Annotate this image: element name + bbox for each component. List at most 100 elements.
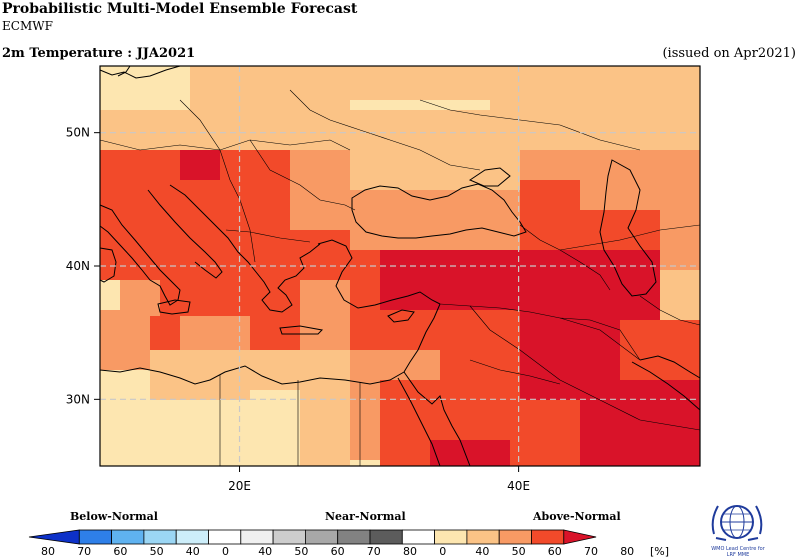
probability-cell <box>100 110 520 150</box>
logo-caption: WMO Lead Centre for LRF MME <box>711 546 765 558</box>
probability-cell <box>100 400 250 466</box>
probability-cell <box>100 240 350 280</box>
legend-tick-label: 40 <box>185 545 200 558</box>
coastline-cyprus <box>387 309 415 323</box>
probability-cell <box>380 250 520 310</box>
coastline-italy <box>99 204 181 306</box>
lon-tick-label: 20E <box>228 479 251 493</box>
legend-tick-label: 0 <box>439 545 447 558</box>
legend-tick-label: 80 <box>403 545 417 558</box>
lat-tick-label: 40N <box>66 259 90 273</box>
legend-near-normal-label: Near-Normal <box>325 510 406 523</box>
probability-cell <box>520 400 580 466</box>
lon-tick-label: 40E <box>507 479 530 493</box>
legend-unit-label: [%] <box>650 545 670 558</box>
coastline-azov-sea <box>468 167 511 187</box>
probability-cell <box>300 280 350 350</box>
probability-cell <box>520 250 660 320</box>
legend-swatch-below <box>28 529 80 545</box>
probability-cell <box>350 66 490 100</box>
coastline-sardinia <box>99 247 117 283</box>
legend-swatch-gap <box>401 529 435 545</box>
graticule <box>100 66 700 466</box>
probability-cell <box>190 66 350 116</box>
legend-swatch-gap <box>208 529 242 545</box>
coastline-italy-east <box>147 189 223 279</box>
wmo-emblem-icon <box>711 505 763 541</box>
probability-cell <box>380 350 440 380</box>
coastline-north-africa <box>99 365 405 385</box>
lat-tick-label: 30N <box>66 392 90 406</box>
legend-tick-label: 70 <box>366 545 381 558</box>
legend-swatch-near <box>304 529 339 545</box>
coastline-crete <box>279 325 324 335</box>
legend-tick-label: 70 <box>77 545 92 558</box>
issue-date: (issued on Apr2021) <box>662 46 796 61</box>
probability-cell <box>440 320 520 360</box>
probability-cell <box>250 390 300 466</box>
legend-swatch-below <box>111 529 145 545</box>
model-name: ECMWF <box>2 19 53 33</box>
legend-swatch-above <box>563 529 597 545</box>
coastline-turkey <box>317 239 441 309</box>
legend-tick-label: 60 <box>547 545 562 558</box>
legend-swatch-above <box>531 529 565 545</box>
legend-swatch-below <box>78 529 113 545</box>
legend-tick-label: 0 <box>222 545 229 558</box>
coastline-levant <box>403 303 441 373</box>
color-legend-bar <box>28 529 597 545</box>
coastlines <box>99 65 701 467</box>
probability-cell <box>350 150 520 190</box>
probability-cell <box>350 350 380 460</box>
probability-cell <box>430 440 510 466</box>
probability-cell <box>150 316 180 350</box>
probability-cell <box>180 150 220 180</box>
legend-tick-label: 50 <box>511 545 526 558</box>
probability-cell <box>640 380 700 466</box>
legend-swatch-near <box>272 529 306 545</box>
legend-tick-label: 80 <box>620 545 635 558</box>
probability-cell <box>350 190 520 250</box>
legend-tick-label: 80 <box>41 545 55 558</box>
legend-tick-label: 40 <box>475 545 490 558</box>
legend-tick-label: 60 <box>330 545 345 558</box>
legend-swatch-below <box>143 529 177 545</box>
legend-swatch-near <box>337 529 371 545</box>
probability-cell <box>100 370 150 400</box>
probability-cell <box>660 210 700 270</box>
probability-cell <box>580 380 640 466</box>
forecast-map: 20E 40E 30N 40N 50N <box>66 65 701 493</box>
probability-cell <box>150 350 250 400</box>
probability-cell <box>660 270 700 320</box>
probability-cell <box>520 150 580 180</box>
coastline-baltic <box>99 65 181 79</box>
coastline-sicily <box>157 299 191 315</box>
probability-cell <box>520 100 700 150</box>
coastline-red-sea <box>397 371 471 467</box>
probability-cell <box>120 280 160 310</box>
legend-swatch-above <box>498 529 532 545</box>
probability-cell <box>290 150 350 230</box>
legend-tick-label: 70 <box>584 545 598 558</box>
legend-tick-label: 50 <box>149 545 164 558</box>
legend-swatch-above <box>434 529 468 545</box>
probability-cell <box>220 180 280 230</box>
coastline-black-sea <box>351 183 527 239</box>
coastline-persian-gulf <box>631 355 701 411</box>
legend-tick-label: 50 <box>294 545 309 558</box>
probability-cell <box>580 150 700 210</box>
legend-swatch-near <box>240 529 274 545</box>
legend-swatch-near <box>369 529 403 545</box>
page-title: Probabilistic Multi-Model Ensemble Forec… <box>2 1 358 17</box>
probability-cell <box>250 350 300 390</box>
coastline-balkans <box>169 184 321 313</box>
probability-cell <box>350 320 440 350</box>
legend-tick-label: 40 <box>258 545 273 558</box>
coastline-caspian-sea <box>599 159 657 297</box>
legend-above-normal-label: Above-Normal <box>533 510 621 523</box>
probability-cell <box>100 180 220 240</box>
axis-ticks: 20E 40E 30N 40N 50N <box>66 126 530 493</box>
lat-tick-label: 50N <box>66 126 90 140</box>
probability-cell <box>520 180 580 250</box>
probability-cell <box>300 410 350 466</box>
